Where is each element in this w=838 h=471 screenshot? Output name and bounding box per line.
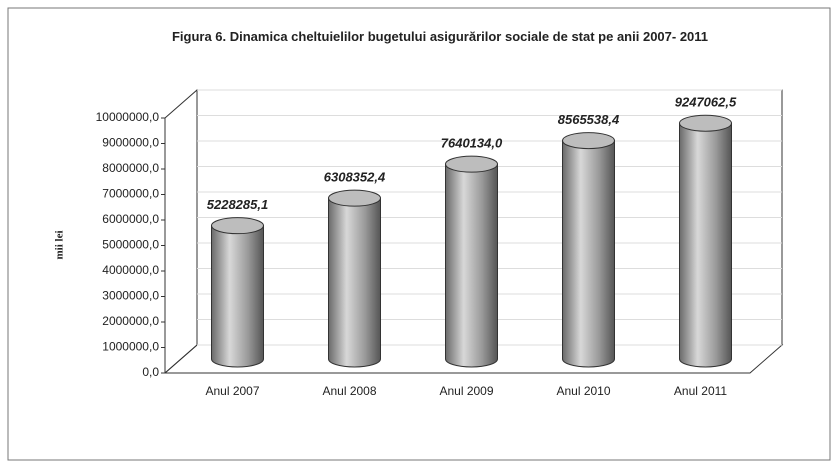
value-label: 5228285,1 [207, 197, 268, 212]
cylinder-body [211, 225, 264, 368]
value-label: 6308352,4 [324, 170, 386, 185]
bar [562, 132, 615, 368]
x-tick-label: Anul 2011 [674, 384, 727, 398]
bar [679, 114, 732, 368]
y-tick-label: 9000000,0 [102, 136, 159, 150]
y-tick-label: 3000000,0 [102, 289, 159, 303]
y-tick-label: 8000000,0 [102, 161, 159, 175]
x-tick-label: Anul 2008 [322, 384, 376, 398]
side-wall [164, 88, 198, 374]
x-tick-label: Anul 2009 [439, 384, 493, 398]
frame [7, 7, 831, 461]
bar [445, 155, 498, 368]
cylinder-body [562, 140, 615, 368]
cylinder-top [562, 132, 615, 150]
value-label: 9247062,5 [675, 95, 737, 110]
cylinder-top [211, 217, 264, 235]
y-tick-label: 0,0 [142, 365, 159, 379]
cylinder-body [328, 197, 381, 368]
value-label: 8565538,4 [558, 112, 620, 127]
y-tick-label: 7000000,0 [102, 187, 159, 201]
y-tick-label: 10000000,0 [96, 110, 160, 124]
x-tick-label: Anul 2007 [205, 384, 259, 398]
y-axis-label: mii lei [54, 230, 66, 259]
y-tick-label: 5000000,0 [102, 238, 159, 252]
cylinder-body [445, 163, 498, 368]
chart-title: Figura 6. Dinamica cheltuielilor bugetul… [171, 29, 709, 44]
bar [328, 189, 381, 368]
y-tick-label: 4000000,0 [102, 263, 159, 277]
cylinder-top [328, 189, 381, 207]
cylinder-top [679, 114, 732, 132]
x-tick-label: Anul 2010 [556, 384, 610, 398]
y-tick-label: 6000000,0 [102, 212, 159, 226]
cylinder-body [679, 122, 732, 368]
bar [211, 217, 264, 368]
y-tick-label: 1000000,0 [102, 340, 159, 354]
cylinder-top [445, 155, 498, 173]
value-label: 7640134,0 [441, 136, 503, 151]
y-tick-label: 2000000,0 [102, 314, 159, 328]
